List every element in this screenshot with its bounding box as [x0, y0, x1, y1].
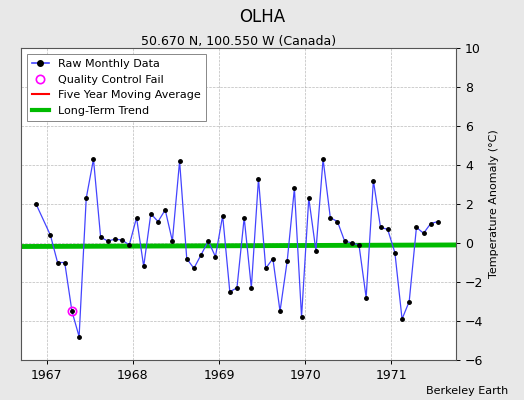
Title: 50.670 N, 100.550 W (Canada): 50.670 N, 100.550 W (Canada) [141, 35, 336, 48]
Legend: Raw Monthly Data, Quality Control Fail, Five Year Moving Average, Long-Term Tren: Raw Monthly Data, Quality Control Fail, … [27, 54, 206, 121]
Text: Berkeley Earth: Berkeley Earth [426, 386, 508, 396]
Text: OLHA: OLHA [239, 8, 285, 26]
Y-axis label: Temperature Anomaly (°C): Temperature Anomaly (°C) [489, 130, 499, 278]
